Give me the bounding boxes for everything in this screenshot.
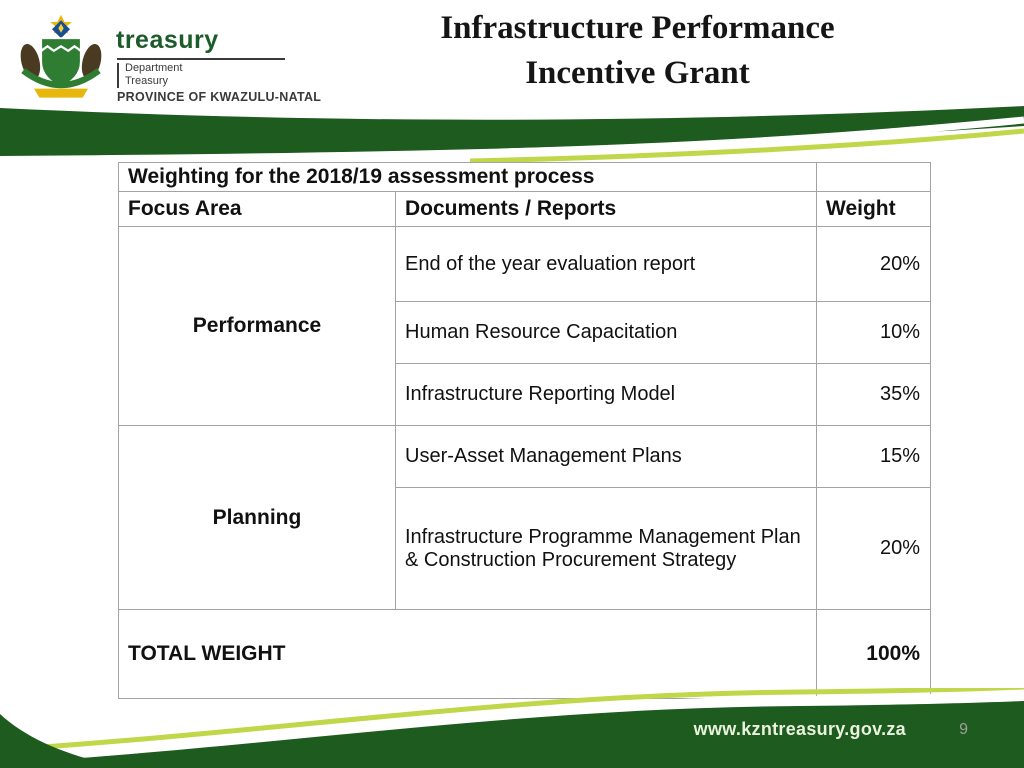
treasury-emblem-icon [20, 14, 102, 98]
total-weight-label: TOTAL WEIGHT [118, 609, 817, 699]
doc-cell: Infrastructure Reporting Model [395, 363, 817, 426]
footer-website-url: www.kzntreasury.gov.za [693, 719, 906, 739]
slide-title-line2: Incentive Grant [525, 55, 750, 91]
page-number: 9 [959, 721, 968, 738]
table-row: Performance End of the year evaluation r… [118, 226, 931, 426]
header-weight: Weight [816, 191, 931, 227]
focus-area-planning: Planning [118, 425, 396, 610]
slide-title-line1: Infrastructure Performance [440, 10, 835, 46]
doc-cell: Infrastructure Programme Management Plan… [395, 487, 817, 610]
doc-cell: Human Resource Capacitation [395, 301, 817, 364]
table-caption-empty-cell [816, 162, 931, 192]
logo-province: PROVINCE OF KWAZULU-NATAL [117, 90, 322, 104]
weight-cell: 35% [816, 363, 931, 426]
table-row: Human Resource Capacitation 10% [119, 301, 931, 364]
weight-cell: 20% [816, 226, 931, 302]
table-caption-row: Weighting for the 2018/19 assessment pro… [118, 162, 931, 192]
table-header-row: Focus Area Documents / Reports Weight [118, 191, 931, 227]
weighting-table: Weighting for the 2018/19 assessment pro… [118, 162, 931, 699]
weight-cell: 20% [816, 487, 931, 610]
table-row: Infrastructure Programme Management Plan… [119, 487, 931, 610]
header-documents: Documents / Reports [395, 191, 817, 227]
top-swoosh-decoration [0, 106, 1024, 164]
doc-cell: End of the year evaluation report [395, 226, 817, 302]
bottom-swoosh-decoration [0, 688, 1024, 768]
focus-area-performance: Performance [118, 226, 396, 426]
logo-department-line1: Department [125, 62, 183, 74]
logo-department-line2: Treasury [125, 75, 168, 87]
logo-rule [117, 58, 285, 60]
table-row: Planning User-Asset Management Plans 15% [118, 425, 931, 610]
table-caption: Weighting for the 2018/19 assessment pro… [118, 162, 817, 192]
logo-department: Department Treasury [125, 62, 182, 88]
logo-divider [117, 63, 119, 88]
doc-cell: User-Asset Management Plans [395, 425, 817, 488]
logo-brand-text: treasury [116, 26, 219, 54]
weight-cell: 15% [816, 425, 931, 488]
table-total-row: TOTAL WEIGHT 100% [118, 609, 931, 699]
table-row: Infrastructure Reporting Model 35% [119, 363, 931, 426]
slide-title: Infrastructure Performance Incentive Gra… [315, 6, 960, 96]
header-focus-area: Focus Area [118, 191, 396, 227]
total-weight-value: 100% [816, 609, 931, 699]
weight-cell: 10% [816, 301, 931, 364]
